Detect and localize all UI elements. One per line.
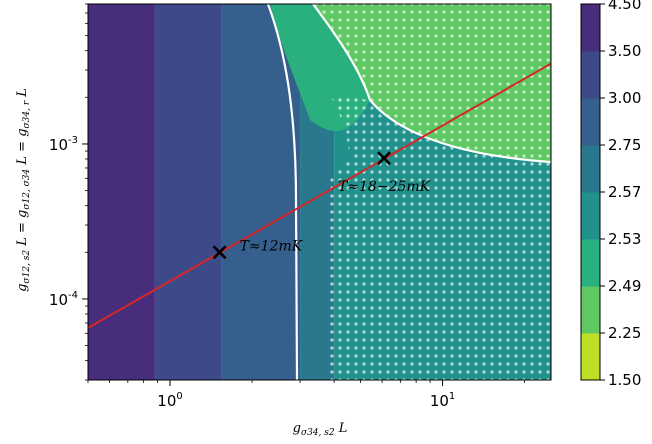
- plot-area: [88, 4, 551, 380]
- marker-2: [377, 151, 391, 166]
- colorbar-segment-3: [581, 239, 600, 287]
- hatch-region-lower: [330, 95, 551, 380]
- x-axis: 100 101: [87, 380, 525, 410]
- colorbar-segment-8: [581, 4, 600, 52]
- contour-band-2: [154, 4, 222, 380]
- colorbar-label-7: 3.00: [608, 89, 641, 107]
- red-line: [88, 62, 551, 329]
- white-contour-upper: [312, 4, 551, 164]
- marker-label-2: T≈18−25mK: [338, 179, 432, 195]
- colorbar-label-1: 1.50: [608, 371, 641, 389]
- contour-band-3: [221, 4, 301, 380]
- colorbar-segment-1: [581, 333, 600, 381]
- contour-band-1: [88, 4, 155, 380]
- y-tick-label-1: 10-4: [49, 290, 78, 309]
- colorbar-label-8: 3.50: [608, 42, 641, 60]
- colorbar-segment-6: [581, 98, 600, 146]
- white-contour-left: [266, 4, 299, 380]
- colorbar-segment-2: [581, 286, 600, 334]
- colorbar-label-6: 2.75: [608, 136, 641, 154]
- colorbar-label-4: 2.53: [608, 230, 641, 248]
- marker-label-1: T≈12mK: [240, 238, 304, 254]
- colorbar-segment-7: [581, 51, 600, 99]
- y-tick-label-2: 10-3: [49, 135, 78, 154]
- plot-frame: [87, 3, 552, 381]
- y-axis: 10-4 10-3: [49, 3, 88, 381]
- colorbar-label-9: 4.50: [608, 0, 641, 13]
- y-axis-label: gσ12, s2 L = gσ12, σ34 L = gσ34, r L: [15, 88, 32, 292]
- colorbar-segment-4: [581, 192, 600, 240]
- x-tick-label-1: 100: [157, 391, 182, 410]
- marker-1: [212, 245, 227, 260]
- colorbar-label-3: 2.49: [608, 277, 641, 295]
- x-tick-label-2: 101: [430, 391, 455, 410]
- colorbar-segment-5: [581, 145, 600, 193]
- colorbar-label-2: 2.25: [608, 324, 641, 342]
- colorbar: 1.50 2.25 2.49 2.53 2.57 2.75 3.00 3.50 4.50: [580, 0, 641, 389]
- colorbar-label-5: 2.57: [608, 183, 641, 201]
- x-axis-label: gσ34, s2 L: [293, 421, 348, 438]
- hatch-region-upper: [313, 4, 551, 162]
